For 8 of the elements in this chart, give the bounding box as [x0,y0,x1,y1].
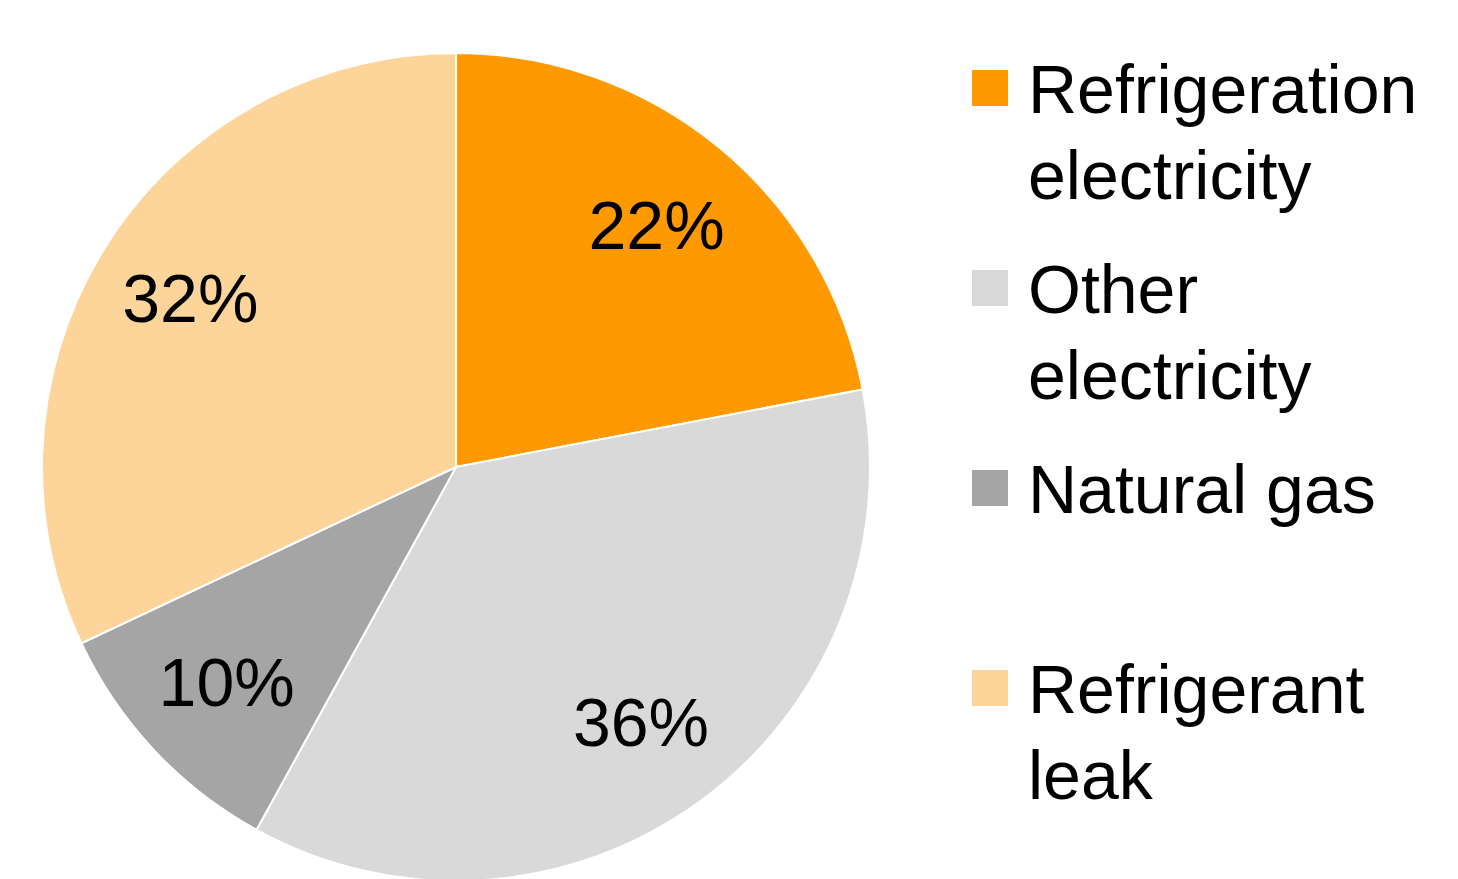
legend-label: Other electricity [1028,251,1312,413]
data-label: 22% [588,186,725,263]
data-label: 36% [572,683,709,760]
legend-label: Refrigerant leak [1028,651,1365,813]
legend-label: Natural gas [1028,451,1376,527]
data-label: 32% [122,260,259,337]
data-label: 10% [158,644,295,721]
legend-label: Refrigeration electricity [1028,51,1418,213]
